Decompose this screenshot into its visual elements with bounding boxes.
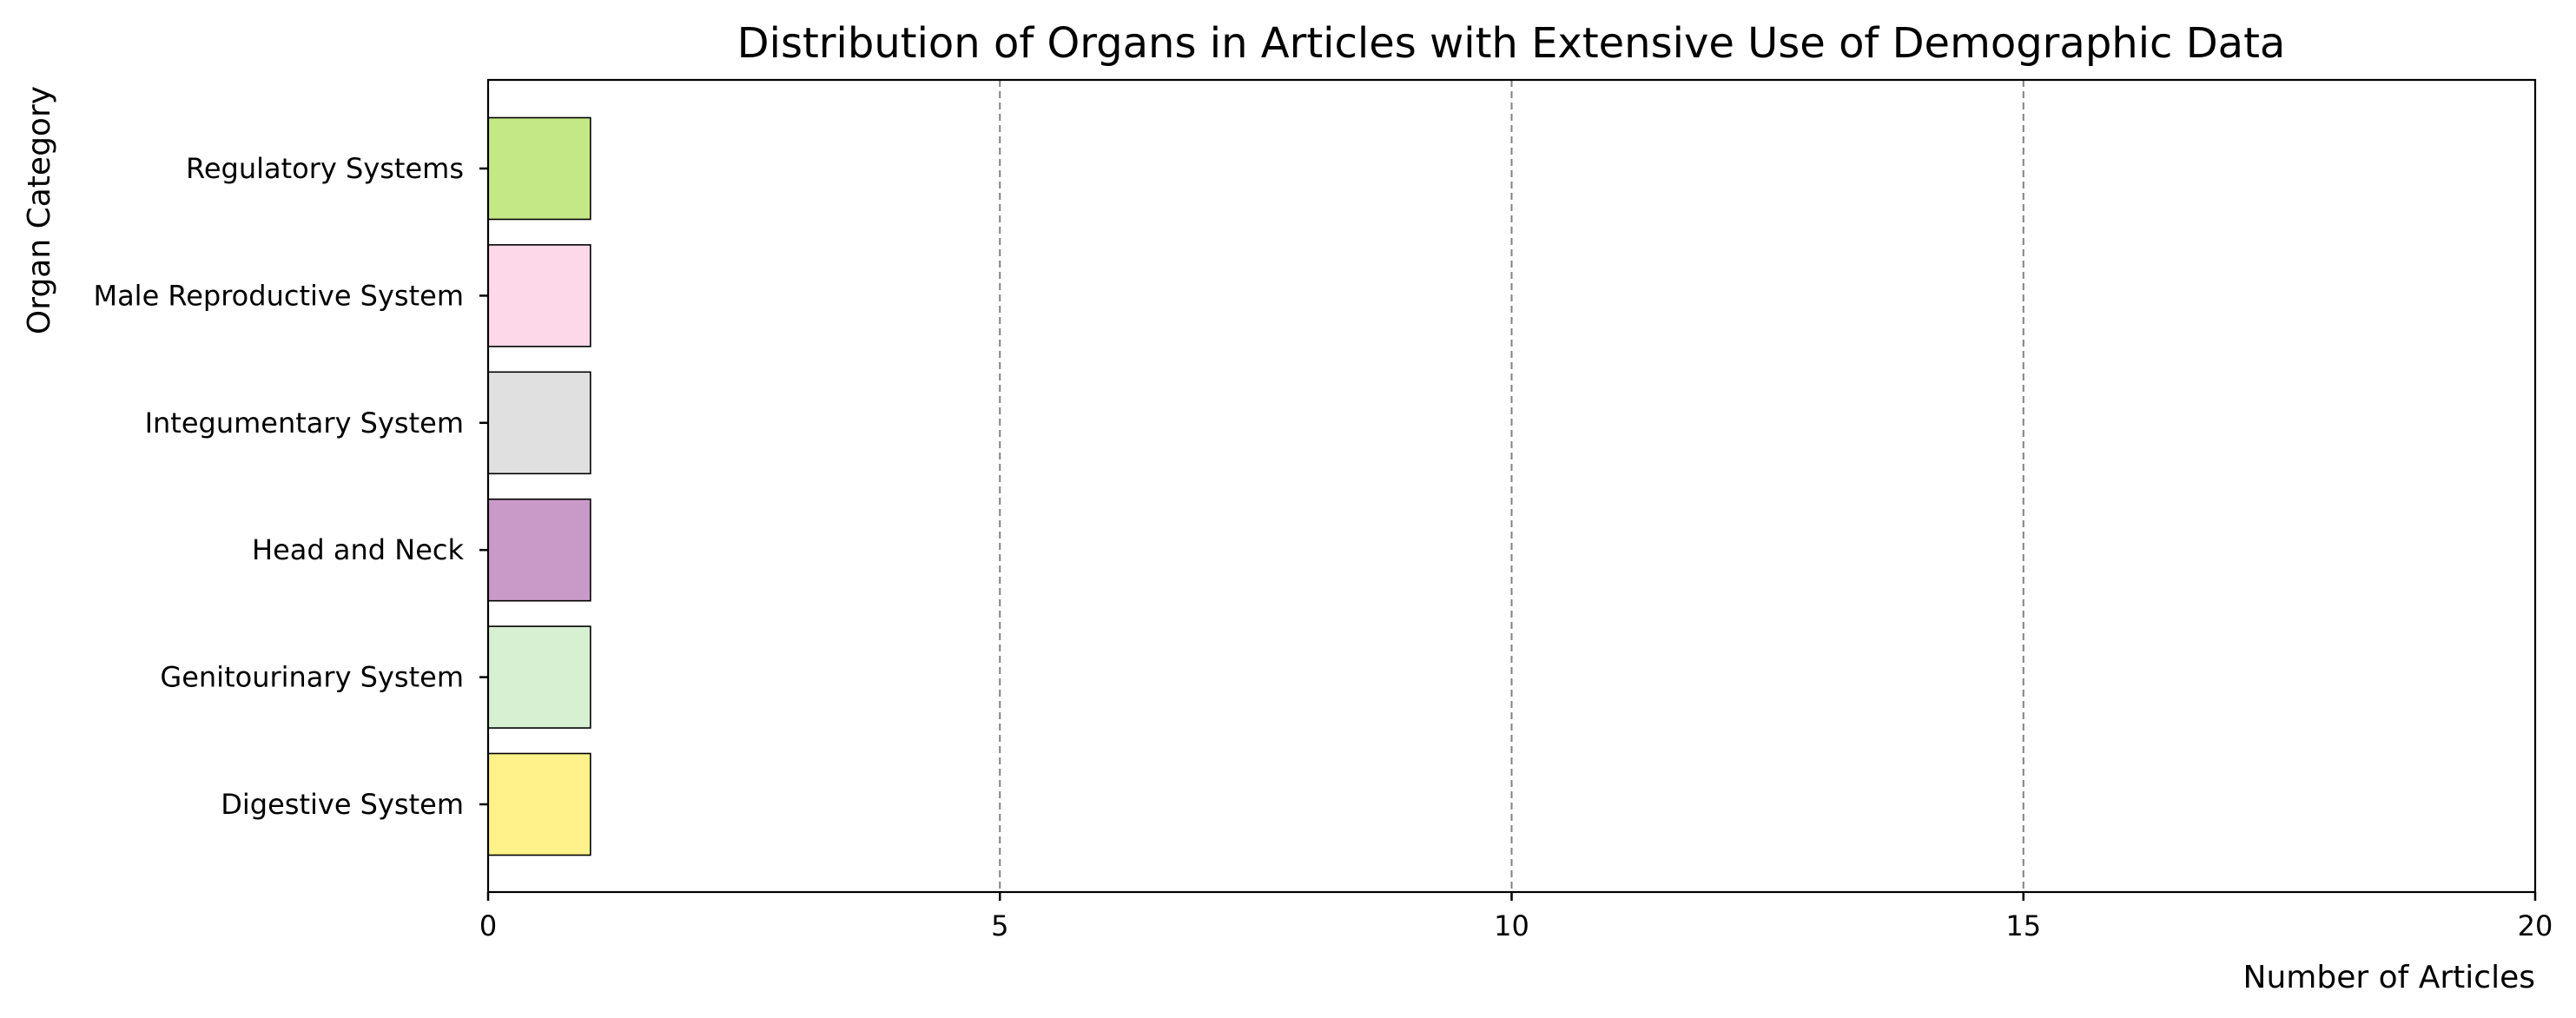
x-tick-label: 10 xyxy=(1494,909,1529,942)
x-axis-label: Number of Articles xyxy=(2243,960,2535,995)
x-tick-label: 15 xyxy=(2005,909,2041,942)
bar-head-and-neck xyxy=(487,498,591,602)
x-tick-label: 20 xyxy=(2518,909,2553,942)
y-tick-label: Integumentary System xyxy=(145,407,464,440)
bar-genitourinary-system xyxy=(487,625,591,729)
bar-digestive-system xyxy=(487,752,591,856)
y-tick-label: Digestive System xyxy=(221,788,464,821)
bar-regulatory-systems xyxy=(487,116,591,221)
x-tick-label: 0 xyxy=(479,909,497,942)
chart-title: Distribution of Organs in Articles with … xyxy=(737,19,2286,68)
bar-integumentary-system xyxy=(487,371,591,475)
y-axis-label: Organ Category xyxy=(22,86,57,334)
y-tick-label: Head and Neck xyxy=(252,533,464,566)
grid-lines xyxy=(999,80,2024,892)
y-tick-label: Regulatory Systems xyxy=(186,152,464,185)
bar-male-reproductive-system xyxy=(487,244,591,347)
x-axis-ticks: 0 5 10 15 20 xyxy=(479,892,2553,942)
y-tick-label: Genitourinary System xyxy=(160,661,464,694)
bars xyxy=(487,116,591,856)
y-axis-ticks: Digestive System Genitourinary System Head… xyxy=(93,152,488,821)
x-tick-label: 5 xyxy=(991,909,1008,942)
y-tick-label: Male Reproductive System xyxy=(93,279,464,312)
